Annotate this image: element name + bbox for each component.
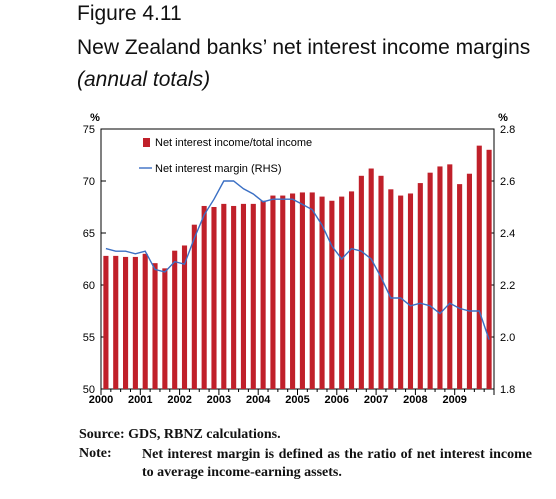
bar <box>476 145 482 389</box>
right-tick-label: 1.8 <box>500 384 515 396</box>
x-tick-label: 2001 <box>128 394 152 406</box>
bar <box>172 250 178 389</box>
bar <box>398 195 404 389</box>
left-tick-label: 55 <box>83 332 95 344</box>
left-tick-label: 60 <box>83 280 95 292</box>
figure-subtitle: (annual totals) <box>77 68 211 91</box>
bar <box>181 245 188 389</box>
left-tick-label: 70 <box>83 176 95 188</box>
bar <box>103 255 109 389</box>
x-tick-label: 2002 <box>167 394 191 406</box>
figure-label: Figure 4.11 <box>77 2 182 25</box>
left-tick-label: 75 <box>83 124 95 136</box>
legend-bar-swatch <box>143 138 150 147</box>
bar <box>457 184 463 389</box>
bar <box>466 173 472 389</box>
left-tick-label: 65 <box>83 228 95 240</box>
right-axis-unit: % <box>498 112 508 124</box>
source-note: Source: GDS, RBNZ calculations. <box>79 427 281 442</box>
bar <box>260 200 266 389</box>
left-axis-unit: % <box>90 112 100 124</box>
x-tick-label: 2005 <box>285 394 309 406</box>
right-tick-label: 2.4 <box>500 228 515 240</box>
bar <box>329 200 335 389</box>
x-tick-label: 2004 <box>246 394 271 406</box>
bar <box>113 255 119 389</box>
x-tick-label: 2008 <box>403 394 427 406</box>
bar <box>162 268 168 389</box>
bar <box>221 203 227 389</box>
legend: Net interest income/total income Net inte… <box>139 137 312 175</box>
bar <box>437 166 443 389</box>
bar <box>417 183 423 389</box>
right-tick-label: 2.0 <box>500 332 515 344</box>
bar <box>152 263 158 389</box>
bar <box>191 224 197 389</box>
bar <box>486 149 492 389</box>
bar <box>299 192 305 389</box>
bar <box>427 172 433 389</box>
figure-title: New Zealand banks’ net interest income m… <box>77 36 531 59</box>
bar <box>123 256 129 389</box>
tick-labels: 50 55 60 65 70 75 1.8 2.0 2.2 2.4 2.6 2.8% % 2000 2001… <box>83 112 516 406</box>
x-tick-label: 2009 <box>442 394 466 406</box>
bar <box>348 191 355 389</box>
margin-line <box>105 180 490 340</box>
bar <box>240 203 247 389</box>
bar <box>309 192 315 389</box>
bar <box>290 193 296 389</box>
note-label: Note: <box>79 446 112 461</box>
bar <box>407 193 414 389</box>
bar <box>231 205 237 389</box>
legend-bar-label: Net interest income/total income <box>155 137 312 149</box>
bar <box>280 195 286 389</box>
note-text: Net interest margin is defined as the ra… <box>142 447 532 480</box>
x-tick-label: 2003 <box>207 394 231 406</box>
bar <box>250 203 256 389</box>
legend-line-label: Net interest margin (RHS) <box>155 163 282 175</box>
left-tick-label: 50 <box>83 384 95 396</box>
bar <box>270 195 276 389</box>
bar <box>201 205 207 389</box>
bar <box>368 168 374 389</box>
chart: 50 55 60 65 70 75 1.8 2.0 2.2 2.4 2.6 2.8% % 2000 2001… <box>83 112 516 406</box>
bar <box>211 207 217 389</box>
right-tick-label: 2.2 <box>500 280 515 292</box>
bar <box>339 196 345 389</box>
bar-series <box>103 145 492 389</box>
bar <box>447 164 453 389</box>
x-tick-label: 2006 <box>325 394 349 406</box>
right-tick-label: 2.6 <box>500 176 515 188</box>
bar <box>319 196 325 389</box>
bar <box>388 189 394 389</box>
x-tick-label: 2007 <box>364 394 388 406</box>
bar <box>358 175 364 389</box>
x-tick-label: 2000 <box>89 394 113 406</box>
right-tick-label: 2.8 <box>500 124 515 136</box>
line-series <box>105 180 490 340</box>
bar <box>132 256 138 389</box>
bar <box>142 253 148 389</box>
bar <box>378 175 384 389</box>
